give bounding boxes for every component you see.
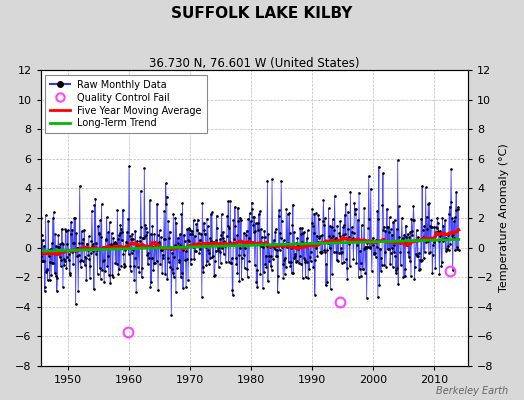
Y-axis label: Temperature Anomaly (°C): Temperature Anomaly (°C): [499, 144, 509, 292]
Legend: Raw Monthly Data, Quality Control Fail, Five Year Moving Average, Long-Term Tren: Raw Monthly Data, Quality Control Fail, …: [46, 75, 207, 133]
Title: 36.730 N, 76.601 W (United States): 36.730 N, 76.601 W (United States): [149, 57, 359, 70]
Text: Berkeley Earth: Berkeley Earth: [436, 386, 508, 396]
Text: SUFFOLK LAKE KILBY: SUFFOLK LAKE KILBY: [171, 6, 353, 21]
